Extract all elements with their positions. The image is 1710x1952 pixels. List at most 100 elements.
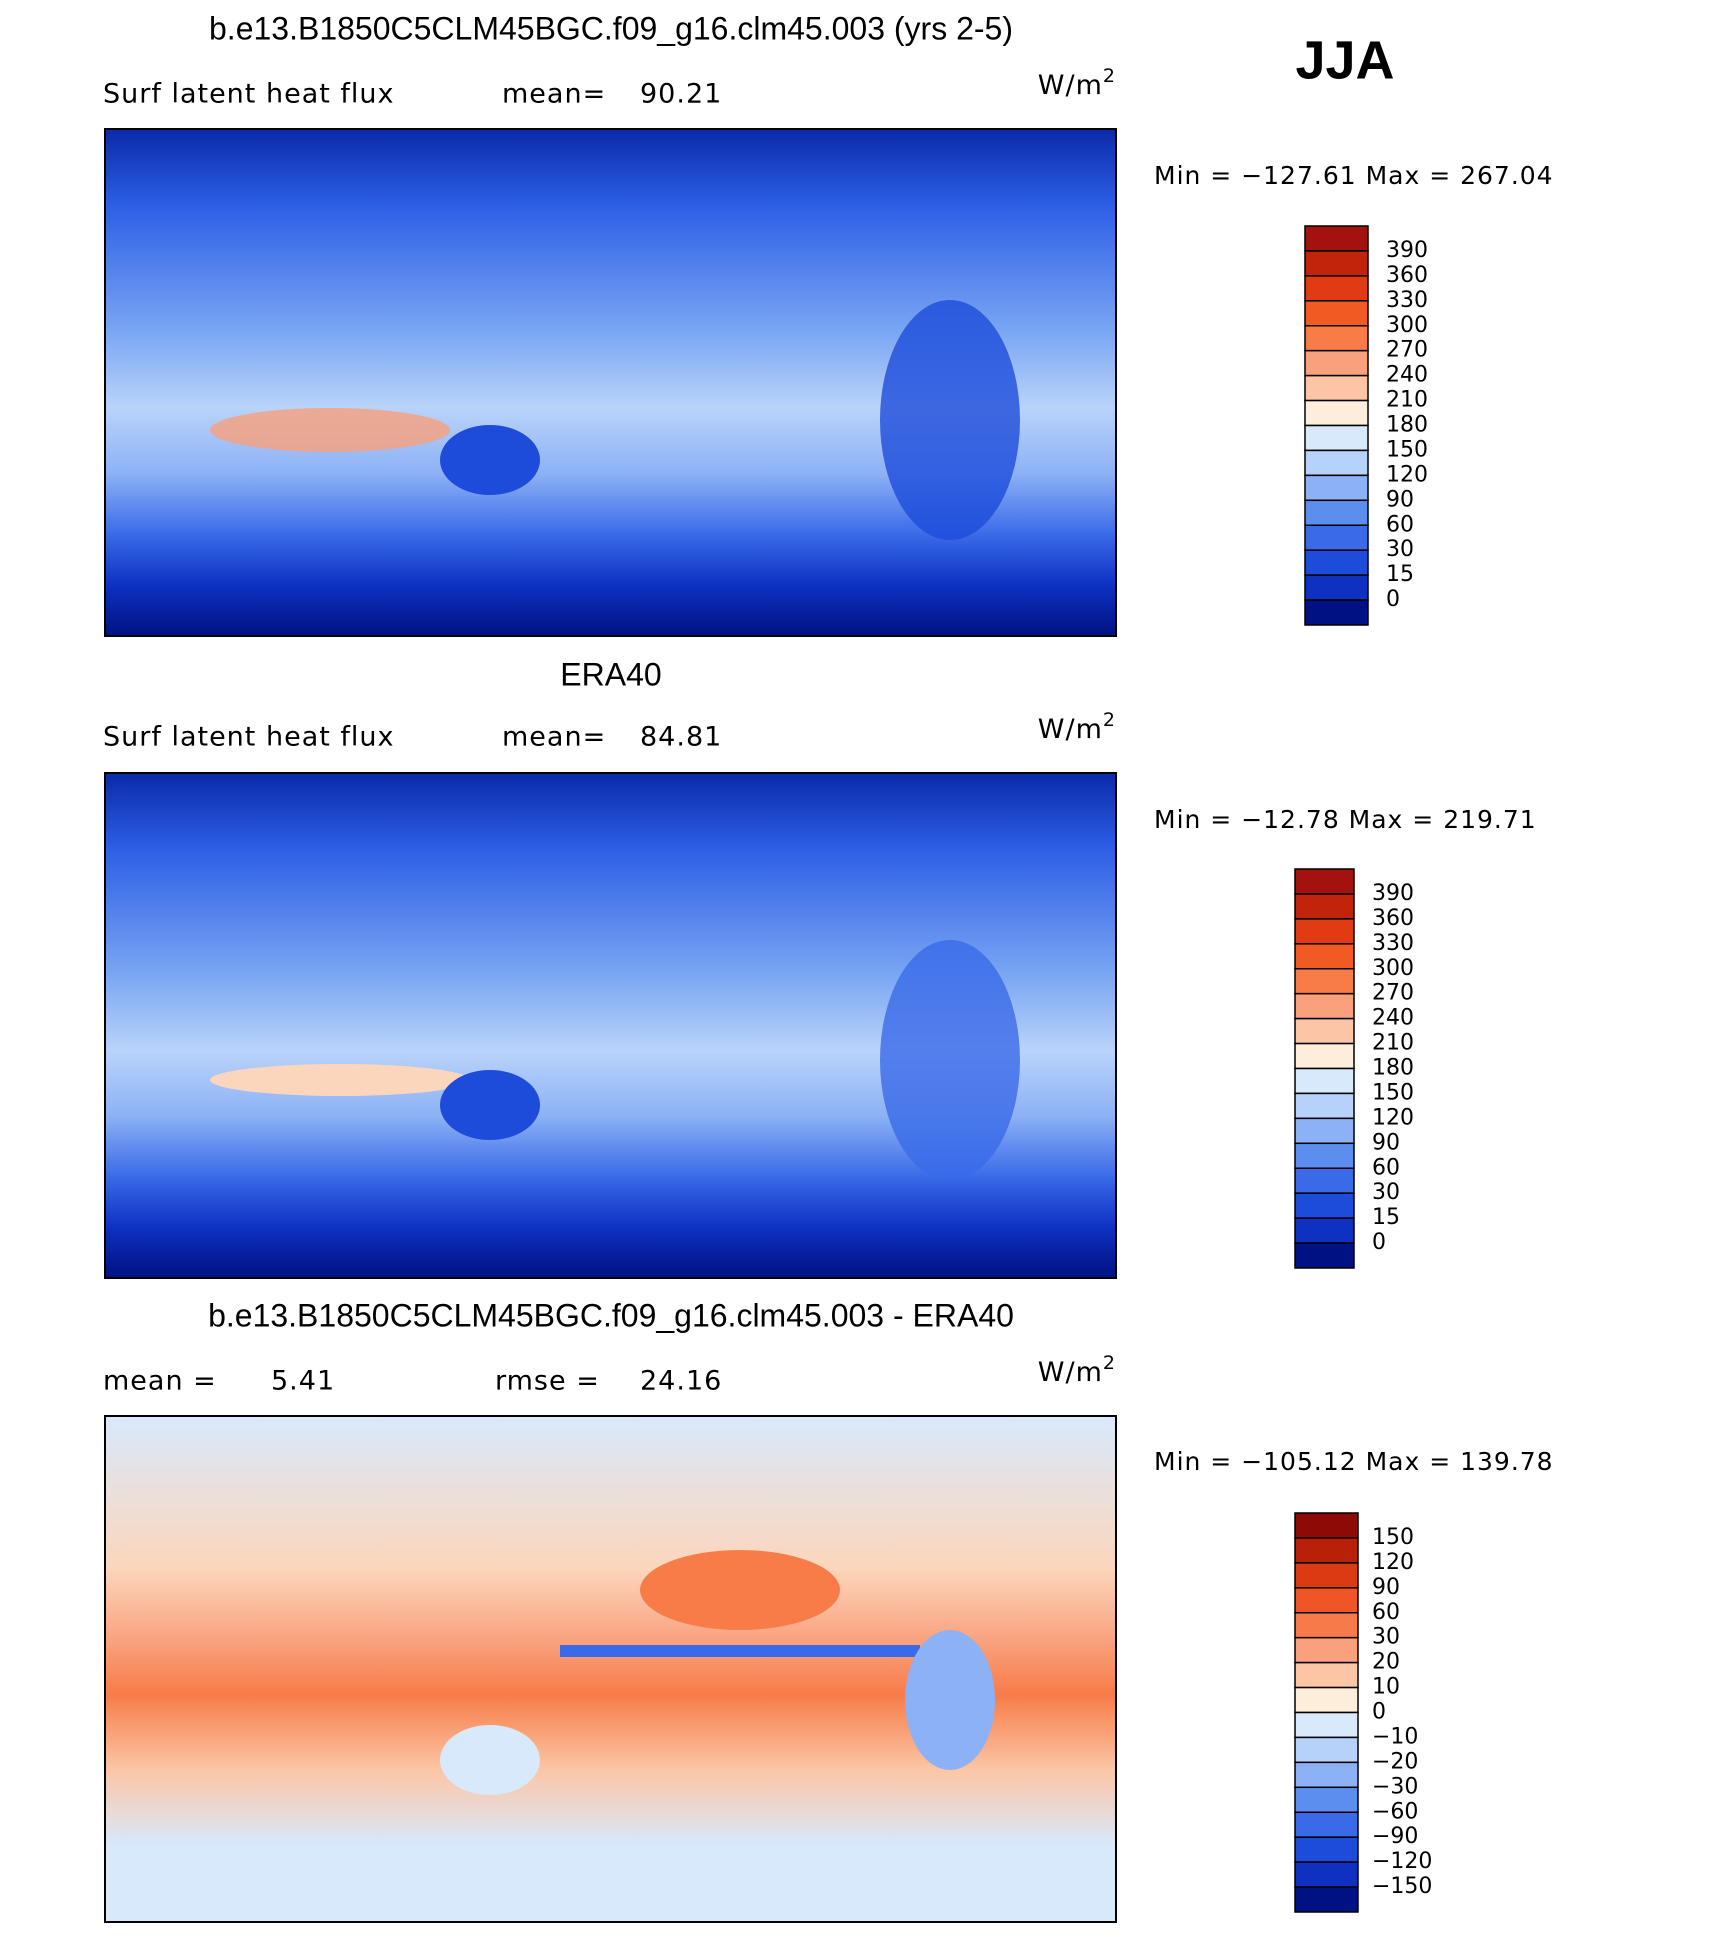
colorbar-label: 10 (1372, 1675, 1400, 1700)
colorbar-box (1294, 1512, 1359, 1539)
colorbar-box (1294, 1017, 1355, 1045)
colorbar-label: 150 (1372, 1080, 1414, 1105)
colorbar-label: 60 (1386, 512, 1414, 537)
colorbar-label: 330 (1372, 931, 1414, 956)
colorbar-label: 30 (1386, 537, 1414, 562)
mid-label: mean= (502, 79, 606, 110)
colorbar-box (1294, 1192, 1355, 1219)
map (104, 128, 1117, 637)
colorbar-label: −30 (1372, 1774, 1418, 1799)
colorbar-label: 90 (1372, 1575, 1400, 1600)
colorbar-box (1304, 524, 1369, 551)
colorbar-label: 330 (1386, 288, 1428, 313)
colorbar-box (1294, 1711, 1359, 1739)
colorbar-label: 60 (1372, 1600, 1400, 1625)
units-sup: 2 (1103, 65, 1116, 87)
colorbar-box (1294, 968, 1355, 995)
map-feature (440, 1725, 540, 1795)
colorbar-box (1294, 918, 1355, 945)
colorbar-label: 240 (1386, 363, 1428, 388)
colorbar-box (1294, 1537, 1359, 1564)
left-label: Surf latent heat flux (103, 722, 395, 753)
colorbar-label: −60 (1372, 1799, 1418, 1824)
map-feature (880, 940, 1020, 1180)
units-sup: 2 (1103, 1352, 1116, 1374)
units-text: W/m (1038, 1357, 1103, 1388)
left-label: mean = (103, 1366, 217, 1397)
colorbar-label: 0 (1372, 1700, 1386, 1725)
colorbar-box (1304, 300, 1369, 327)
colorbar-label: −150 (1372, 1874, 1432, 1899)
colorbar-box (1294, 1861, 1359, 1888)
colorbar-box (1294, 1067, 1355, 1095)
colorbar-label: −20 (1372, 1749, 1418, 1774)
colorbar-label: 210 (1386, 388, 1428, 413)
colorbar-box (1294, 1786, 1359, 1813)
colorbar-box (1294, 1217, 1355, 1244)
colorbar-box (1294, 893, 1355, 920)
colorbar-label: 300 (1386, 313, 1428, 338)
min-max: Min = −105.12 Max = 139.78 (1154, 1447, 1554, 1476)
colorbar-label: 90 (1386, 487, 1414, 512)
colorbar-box (1304, 374, 1369, 402)
units: W/m2 (1038, 1352, 1116, 1388)
colorbar-box (1294, 1761, 1359, 1789)
units-sup: 2 (1103, 709, 1116, 731)
colorbar-box (1294, 1587, 1359, 1614)
map-feature (560, 1645, 920, 1657)
colorbar-label: 270 (1372, 981, 1414, 1006)
colorbar-label: 120 (1372, 1550, 1414, 1575)
colorbar-label: 300 (1372, 956, 1414, 981)
colorbar-box (1304, 349, 1369, 377)
colorbar-label: 360 (1372, 906, 1414, 931)
map (104, 1415, 1117, 1923)
colorbar-box (1294, 868, 1355, 895)
colorbar-label: 270 (1386, 338, 1428, 363)
colorbar-label: 390 (1372, 881, 1414, 906)
colorbar-label: 0 (1386, 587, 1400, 612)
colorbar-box (1304, 474, 1369, 502)
map-feature (880, 300, 1020, 540)
map (104, 772, 1117, 1279)
colorbar-label: 390 (1386, 238, 1428, 263)
colorbar-label: 20 (1372, 1650, 1400, 1675)
colorbar-label: 30 (1372, 1180, 1400, 1205)
colorbar-box (1304, 599, 1369, 626)
colorbar-box (1294, 943, 1355, 970)
panel-title: b.e13.B1850C5CLM45BGC.f09_g16.clm45.003 … (209, 10, 1013, 46)
colorbar-label: −120 (1372, 1849, 1432, 1874)
colorbar-box (1304, 574, 1369, 601)
units: W/m2 (1038, 65, 1116, 101)
mid-value: 24.16 (640, 1366, 722, 1397)
colorbar-label: 15 (1372, 1205, 1400, 1230)
map-feature (440, 1070, 540, 1140)
colorbar-box (1304, 275, 1369, 302)
colorbar-label: 150 (1386, 437, 1428, 462)
left-value: 5.41 (271, 1366, 335, 1397)
colorbar-box (1294, 1811, 1359, 1838)
units-text: W/m (1038, 714, 1103, 745)
mid-value: 84.81 (640, 722, 722, 753)
colorbar-box (1304, 449, 1369, 477)
colorbar-box (1304, 424, 1369, 452)
colorbar-box (1294, 1042, 1355, 1070)
units: W/m2 (1038, 709, 1116, 745)
colorbar-label: 120 (1386, 462, 1428, 487)
colorbar-box (1294, 1686, 1359, 1714)
colorbar-label: 120 (1372, 1105, 1414, 1130)
colorbar-label: 180 (1386, 413, 1428, 438)
mid-label: mean= (502, 722, 606, 753)
colorbar-label: 30 (1372, 1625, 1400, 1650)
colorbar-label: 15 (1386, 562, 1414, 587)
colorbar-box (1294, 1836, 1359, 1863)
colorbar-box (1304, 325, 1369, 352)
colorbar-box (1304, 250, 1369, 277)
colorbar-label: 150 (1372, 1525, 1414, 1550)
colorbar-label: 360 (1386, 263, 1428, 288)
panel-title: b.e13.B1850C5CLM45BGC.f09_g16.clm45.003 … (208, 1297, 1014, 1333)
mid-value: 90.21 (640, 79, 722, 110)
colorbar-box (1294, 1661, 1359, 1689)
colorbar-label: 90 (1372, 1130, 1400, 1155)
